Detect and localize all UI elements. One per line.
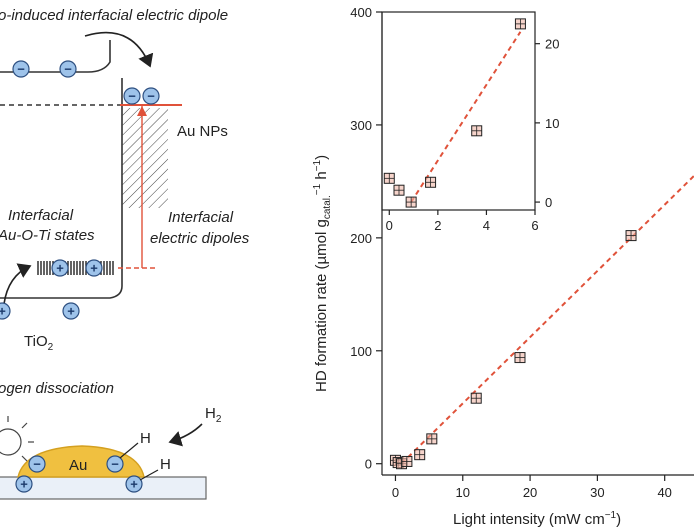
diagram-top-title: o-induced interfacial electric dipole [0, 7, 228, 24]
electron: − [142, 87, 160, 105]
hole: + [51, 259, 69, 277]
h-bond-line [119, 442, 139, 459]
h-atom-label: H [140, 430, 151, 447]
hole-transfer-arrow [3, 263, 32, 305]
electron: − [28, 455, 46, 473]
data-point [514, 352, 526, 364]
x-axis-label: Light intensity (mW cm−1) [453, 510, 621, 528]
electron: − [123, 87, 141, 105]
au-label: Au [69, 457, 87, 474]
inset-data-point [393, 184, 405, 196]
x-tick-label: 30 [590, 485, 604, 500]
svg-text:−: − [17, 62, 25, 77]
inset-x-tick-label: 6 [531, 218, 538, 233]
h-atom-label: H [160, 456, 171, 473]
h2-adsorption-arrow [168, 423, 203, 447]
data-point [470, 392, 482, 404]
svg-text:+: + [0, 304, 6, 319]
inset-frame [381, 11, 536, 211]
electron: − [106, 455, 124, 473]
h2-label: H2 [205, 405, 222, 425]
electron-transfer-arrow [84, 31, 154, 68]
svg-text:+: + [20, 477, 28, 492]
inset-data-point [405, 196, 417, 208]
inset-y-tick-label: 10 [545, 116, 559, 131]
y-tick-label: 300 [350, 118, 372, 133]
x-tick-label: 40 [657, 485, 671, 500]
electron: − [59, 60, 77, 78]
svg-text:−: − [64, 62, 72, 77]
data-point [414, 449, 426, 461]
band-edge-right [0, 78, 123, 299]
hole: + [0, 302, 11, 320]
y-tick-label: 0 [365, 457, 372, 472]
au-nps-label: Au NPs [177, 123, 228, 140]
svg-text:+: + [67, 304, 75, 319]
main-data-points [389, 230, 637, 470]
inset-data-points [383, 18, 526, 208]
schottky-hatch [122, 108, 168, 208]
data-point [625, 230, 637, 242]
inset-x-tick-label: 0 [386, 218, 393, 233]
inset-data-point [383, 172, 395, 184]
interfacial-states-line2: Au-O-Ti states [0, 227, 95, 244]
inset-y-tick-label: 20 [545, 37, 559, 52]
svg-text:−: − [128, 89, 136, 104]
hole: + [62, 302, 80, 320]
data-point [401, 455, 413, 467]
band-diagram: o-induced interfacial electric dipole − … [0, 7, 250, 500]
inset-x-tick-label: 2 [434, 218, 441, 233]
x-tick-label: 0 [392, 485, 399, 500]
y-tick-label: 200 [350, 231, 372, 246]
inset-fit-line [410, 31, 522, 203]
conduction-band-curve [0, 40, 111, 73]
x-tick-label: 10 [456, 485, 470, 500]
y-tick-label: 100 [350, 344, 372, 359]
hole: + [85, 259, 103, 277]
diagram-bottom-title: ogen dissociation [0, 380, 114, 397]
data-point [426, 433, 438, 445]
y-tick-label: 400 [350, 5, 372, 20]
inset-fit-line [410, 31, 522, 203]
electron: − [12, 60, 30, 78]
sun-icon [0, 416, 34, 462]
inset-x-tick-label: 4 [483, 218, 490, 233]
svg-text:+: + [56, 261, 64, 276]
dipole-arrow-head [137, 106, 147, 116]
dipoles-label-line1: Interfacial [168, 209, 234, 226]
x-tick-label: 20 [523, 485, 537, 500]
svg-text:−: − [111, 457, 119, 472]
hole: + [125, 475, 143, 493]
inset-y-tick-label: 0 [545, 195, 552, 210]
svg-text:+: + [130, 477, 138, 492]
inset-data-point [471, 125, 483, 137]
tio2-label: TiO2 [24, 333, 54, 353]
dipoles-label-line2: electric dipoles [150, 230, 250, 247]
inset-data-point [425, 176, 437, 188]
interfacial-states-line1: Interfacial [8, 207, 74, 224]
svg-text:−: − [147, 89, 155, 104]
h-bond-line [139, 469, 159, 481]
y-axis-label: HD formation rate (µmol gcatal.−1 h−1) [312, 155, 333, 392]
hole: + [15, 475, 33, 493]
svg-text:+: + [90, 261, 98, 276]
inset-data-point [514, 18, 526, 30]
svg-text:−: − [33, 457, 41, 472]
